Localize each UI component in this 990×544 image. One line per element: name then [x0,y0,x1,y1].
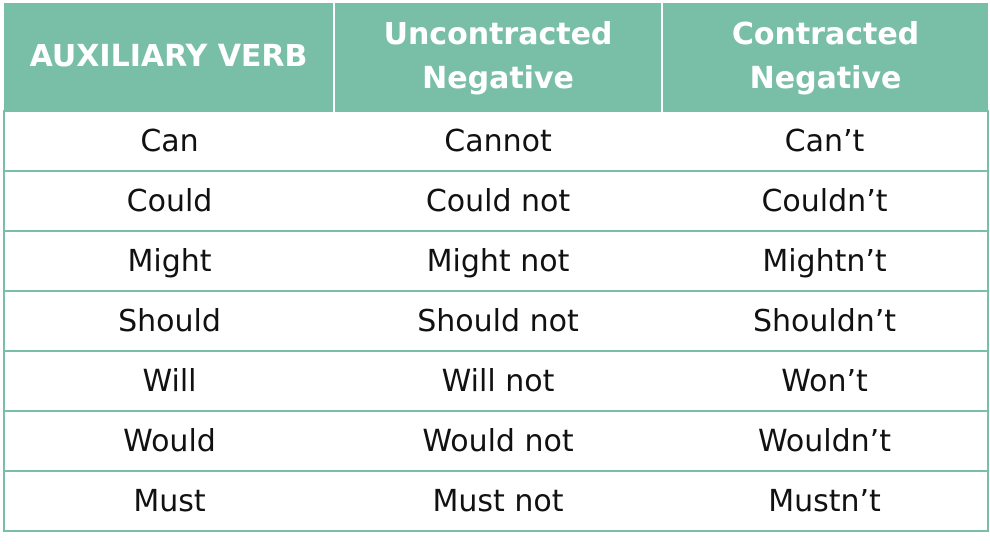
header-uncontracted-line2: Negative [422,60,574,96]
header-contracted-negative: Contracted Negative [662,3,988,111]
table-row: Could Could not Couldn’t [3,170,989,232]
cell-uncontracted: Might not [334,230,662,292]
cell-contracted: Couldn’t [662,170,989,232]
cell-uncontracted: Must not [334,470,662,532]
table-row: Should Should not Shouldn’t [3,290,989,352]
header-uncontracted-line1: Uncontracted [383,16,613,52]
cell-contracted: Won’t [662,350,989,412]
header-contracted-line2: Negative [749,60,902,96]
cell-contracted: Mustn’t [662,470,989,532]
cell-verb: Should [3,290,334,352]
cell-contracted: Wouldn’t [662,410,989,472]
cell-verb: Can [3,110,334,172]
header-auxiliary-verb: AUXILIARY VERB [4,3,335,111]
table-row: Might Might not Mightn’t [3,230,989,292]
table-row: Can Cannot Can’t [3,110,989,172]
cell-verb: Could [3,170,334,232]
cell-verb: Must [3,470,334,532]
header-auxiliary-verb-label: AUXILIARY VERB [29,38,308,74]
cell-verb: Would [3,410,334,472]
table-row: Must Must not Mustn’t [3,470,989,532]
cell-contracted: Can’t [662,110,989,172]
cell-verb: Might [3,230,334,292]
header-contracted-line1: Contracted [731,16,920,52]
cell-uncontracted: Would not [334,410,662,472]
table-row: Will Will not Won’t [3,350,989,412]
cell-contracted: Shouldn’t [662,290,989,352]
header-uncontracted-negative: Uncontracted Negative [334,3,663,111]
auxiliary-verb-table-container: AUXILIARY VERB Uncontracted Negative Con… [3,3,989,532]
cell-verb: Will [3,350,334,412]
table-header-row: AUXILIARY VERB Uncontracted Negative Con… [4,3,988,111]
cell-uncontracted: Will not [334,350,662,412]
cell-uncontracted: Cannot [334,110,662,172]
cell-contracted: Mightn’t [662,230,989,292]
cell-uncontracted: Should not [334,290,662,352]
auxiliary-verb-table: AUXILIARY VERB Uncontracted Negative Con… [3,3,989,532]
table-row: Would Would not Wouldn’t [3,410,989,472]
cell-uncontracted: Could not [334,170,662,232]
